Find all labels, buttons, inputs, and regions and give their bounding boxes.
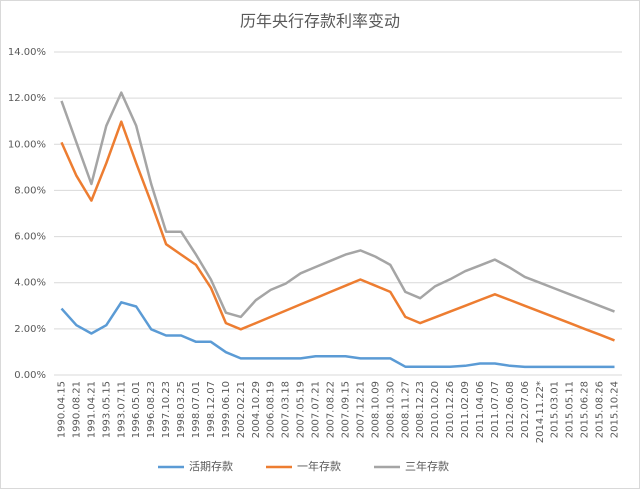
x-tick-label: 1996.08.23 xyxy=(146,381,157,438)
legend-label: 一年存款 xyxy=(297,459,341,473)
x-tick-label: 2012.06.08 xyxy=(505,381,516,438)
x-tick-label: 2007.09.15 xyxy=(340,381,351,438)
series-line xyxy=(60,301,615,369)
y-tick-label: 0.00% xyxy=(14,370,46,381)
x-tick-label: 1997.10.23 xyxy=(161,381,172,438)
x-tick-label: 1990.08.21 xyxy=(71,381,82,438)
legend-label: 三年存款 xyxy=(405,459,449,473)
x-tick-label: 2014.11.22* xyxy=(535,381,546,443)
chart-title: 历年央行存款利率变动 xyxy=(240,12,400,31)
x-tick-label: 2007.12.21 xyxy=(355,381,366,438)
x-tick-label: 2012.07.06 xyxy=(520,381,531,438)
x-tick-label: 1999.06.10 xyxy=(221,381,232,438)
x-tick-label: 2015.05.11 xyxy=(565,381,576,438)
x-tick-label: 2007.08.22 xyxy=(326,381,337,438)
y-tick-label: 2.00% xyxy=(14,324,46,335)
x-tick-label: 2002.02.21 xyxy=(236,381,247,438)
x-tick-label: 1993.05.15 xyxy=(101,381,112,438)
x-tick-label: 2015.03.01 xyxy=(550,381,561,438)
x-tick-label: 2008.12.23 xyxy=(415,381,426,438)
x-tick-label: 2004.10.29 xyxy=(251,381,262,438)
x-tick-label: 2008.10.30 xyxy=(385,381,396,438)
x-tick-label: 2007.05.19 xyxy=(296,381,307,438)
x-tick-label: 2007.03.18 xyxy=(281,381,292,438)
x-tick-label: 2007.07.21 xyxy=(311,381,322,438)
y-tick-label: 12.00% xyxy=(8,93,46,104)
x-tick-label: 1991.04.21 xyxy=(86,381,97,438)
x-tick-label: 2011.04.06 xyxy=(475,381,486,438)
y-tick-label: 4.00% xyxy=(14,278,46,289)
x-tick-label: 1996.05.01 xyxy=(131,381,142,438)
x-tick-label: 2015.10.24 xyxy=(610,381,621,438)
series-line xyxy=(60,120,615,342)
x-tick-label: 2010.10.20 xyxy=(430,381,441,438)
legend-label: 活期存款 xyxy=(189,459,233,473)
x-tick-label: 1998.07.01 xyxy=(191,381,202,438)
x-tick-label: 1998.03.25 xyxy=(176,381,187,438)
y-tick-label: 6.00% xyxy=(14,232,46,243)
x-tick-label: 2006.08.19 xyxy=(266,381,277,438)
x-tick-label: 1993.07.11 xyxy=(116,381,127,438)
x-tick-label: 1998.12.07 xyxy=(206,381,217,438)
x-tick-label: 2015.08.26 xyxy=(595,381,606,438)
x-tick-label: 2015.06.28 xyxy=(580,381,591,438)
series-line xyxy=(60,91,615,319)
y-tick-label: 8.00% xyxy=(14,185,46,196)
x-tick-label: 2011.07.07 xyxy=(490,381,501,438)
x-tick-label: 1990.04.15 xyxy=(56,381,67,438)
x-tick-label: 2008.11.27 xyxy=(400,381,411,438)
y-tick-label: 14.00% xyxy=(8,47,46,58)
x-tick-label: 2011.02.09 xyxy=(460,381,471,438)
x-tick-label: 2008.10.09 xyxy=(370,381,381,438)
y-tick-label: 10.00% xyxy=(8,139,46,150)
x-tick-label: 2010.12.26 xyxy=(445,381,456,438)
